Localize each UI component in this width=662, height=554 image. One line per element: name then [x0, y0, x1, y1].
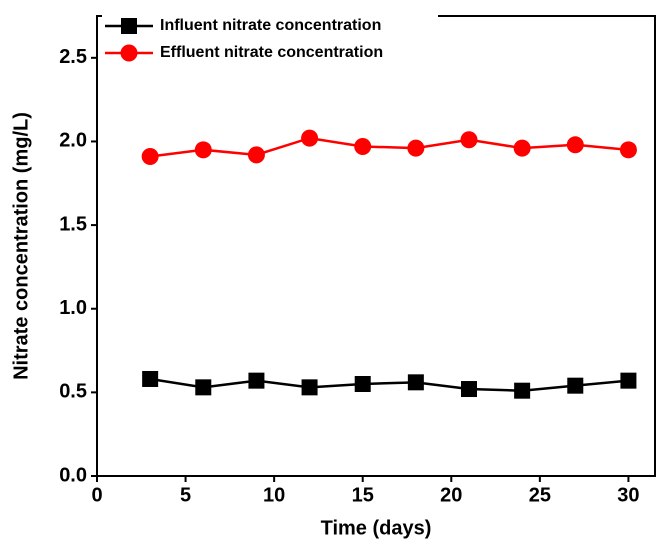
marker [247, 146, 265, 164]
legend-label: Influent nitrate concentration [160, 17, 381, 34]
x-tick-label: 10 [263, 484, 285, 506]
marker [354, 137, 372, 155]
series-line [149, 377, 629, 392]
marker [142, 370, 159, 387]
marker [567, 377, 584, 394]
x-tick-label: 15 [352, 484, 374, 506]
marker [141, 148, 159, 166]
legend-marker [121, 18, 137, 34]
marker [301, 379, 318, 396]
y-tick-label: 2.5 [59, 46, 87, 68]
x-tick-label: 25 [529, 484, 551, 506]
marker [566, 136, 584, 154]
marker [514, 382, 531, 399]
marker [407, 139, 425, 157]
legend-marker [120, 44, 138, 62]
marker [461, 381, 477, 398]
y-tick-label: 1.5 [59, 213, 87, 235]
marker [248, 372, 265, 389]
legend-box [102, 13, 438, 67]
marker [513, 139, 531, 157]
x-axis-label: Time (days) [321, 517, 432, 539]
marker [301, 129, 319, 147]
x-tick-label: 0 [91, 484, 102, 506]
y-tick-label: 1.0 [59, 297, 87, 319]
y-tick-label: 0.5 [59, 381, 87, 403]
marker [460, 131, 478, 149]
y-tick-label: 2.0 [59, 130, 87, 152]
x-tick-label: 30 [617, 484, 639, 506]
marker [407, 374, 424, 391]
y-tick-label: 0.0 [59, 464, 87, 486]
legend-label: Effluent nitrate concentration [160, 44, 383, 61]
y-axis-label: Nitrate concentration (mg/L) [10, 112, 32, 380]
marker [619, 141, 637, 159]
plot-frame [96, 15, 656, 477]
x-tick-label: 5 [180, 484, 191, 506]
series-line [149, 136, 629, 158]
marker [620, 372, 637, 389]
x-tick-label: 20 [440, 484, 462, 506]
marker [354, 376, 371, 392]
marker [194, 141, 212, 159]
marker [195, 379, 212, 396]
